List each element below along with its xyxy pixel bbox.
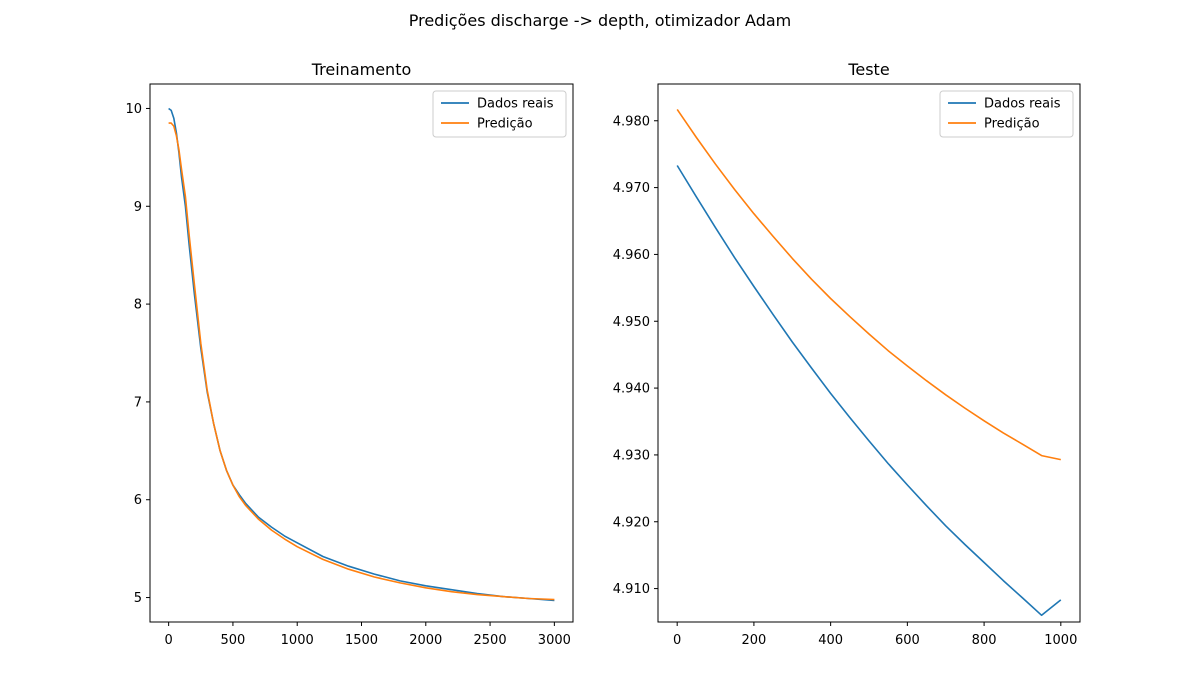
y-tick-label: 7	[134, 395, 142, 410]
x-tick-label: 0	[673, 633, 681, 648]
y-tick-label: 5	[134, 591, 142, 606]
x-tick-label: 3000	[538, 633, 571, 648]
y-tick-label: 4.910	[613, 582, 650, 597]
x-tick-label: 1000	[1044, 633, 1077, 648]
y-tick-label: 9	[134, 200, 142, 215]
x-tick-label: 1500	[345, 633, 378, 648]
legend-label: Dados reais	[984, 97, 1061, 112]
plot-frame	[657, 83, 1081, 623]
series-line-dados-reais	[676, 165, 1062, 617]
chart-title-teste: Teste	[848, 60, 890, 79]
legend-label: Predição	[477, 117, 533, 132]
y-tick-label: 6	[134, 493, 142, 508]
x-tick-label: 0	[165, 633, 173, 648]
x-tick-label: 200	[741, 633, 766, 648]
x-tick-label: 2000	[409, 633, 442, 648]
y-tick-label: 4.920	[613, 515, 650, 530]
y-tick-label: 4.940	[613, 382, 650, 397]
y-tick-label: 4.970	[613, 181, 650, 196]
y-tick-label: 4.980	[613, 114, 650, 129]
legend-label: Dados reais	[477, 97, 554, 112]
x-tick-label: 600	[895, 633, 920, 648]
chart-1: 0 200 400 600 800 1000 4.910 4.920 4.930 4.940 4.9…	[613, 83, 1081, 648]
chart-title-treinamento: Treinamento	[311, 60, 412, 79]
x-tick-label: 500	[221, 633, 246, 648]
y-tick-label: 8	[134, 298, 142, 313]
legend-label: Predição	[984, 117, 1040, 132]
y-tick-label: 4.960	[613, 248, 650, 263]
x-tick-label: 1000	[281, 633, 314, 648]
x-tick-label: 800	[972, 633, 997, 648]
x-tick-label: 2500	[474, 633, 507, 648]
series-line-predicao	[676, 108, 1061, 461]
y-tick-label: 4.930	[613, 448, 650, 463]
series-line-predicao	[168, 122, 555, 601]
y-tick-label: 10	[125, 102, 142, 117]
plot-frame	[149, 83, 574, 623]
x-tick-label: 400	[818, 633, 843, 648]
figure-title: Predições discharge -> depth, otimizador…	[408, 11, 792, 30]
y-tick-label: 4.950	[613, 315, 650, 330]
chart-0: 0 500 1000 1500 2000 2500 3000 5 6 7 8 9 10 Dados rea…	[125, 83, 574, 648]
series-line-dados-reais	[168, 107, 555, 602]
